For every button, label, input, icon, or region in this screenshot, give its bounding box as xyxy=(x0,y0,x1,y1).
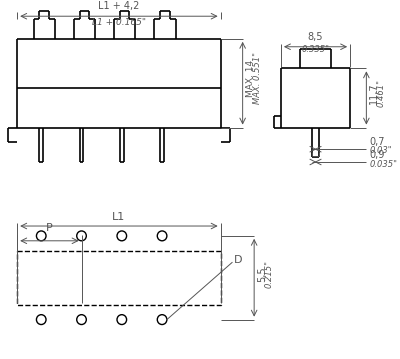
Text: P: P xyxy=(46,223,53,233)
Text: 5,5: 5,5 xyxy=(257,266,267,281)
Bar xyxy=(17,251,220,305)
Text: 0.335": 0.335" xyxy=(302,45,330,53)
Text: MAX. 0.551": MAX. 0.551" xyxy=(253,52,262,104)
Text: MAX. 14: MAX. 14 xyxy=(246,60,254,97)
Text: L1 + 0.165": L1 + 0.165" xyxy=(92,18,146,27)
Text: 0.461": 0.461" xyxy=(377,79,386,107)
Text: 0.035": 0.035" xyxy=(369,160,397,169)
Text: 0,9: 0,9 xyxy=(369,150,385,160)
Text: L1: L1 xyxy=(112,212,126,222)
Text: D: D xyxy=(234,256,242,266)
Text: 0,7: 0,7 xyxy=(369,137,385,147)
Text: 0.215": 0.215" xyxy=(265,260,274,288)
Text: L1 + 4,2: L1 + 4,2 xyxy=(98,1,140,11)
Text: 11,7: 11,7 xyxy=(369,82,379,104)
Text: 8,5: 8,5 xyxy=(308,32,323,42)
Text: 0.03": 0.03" xyxy=(369,146,392,155)
